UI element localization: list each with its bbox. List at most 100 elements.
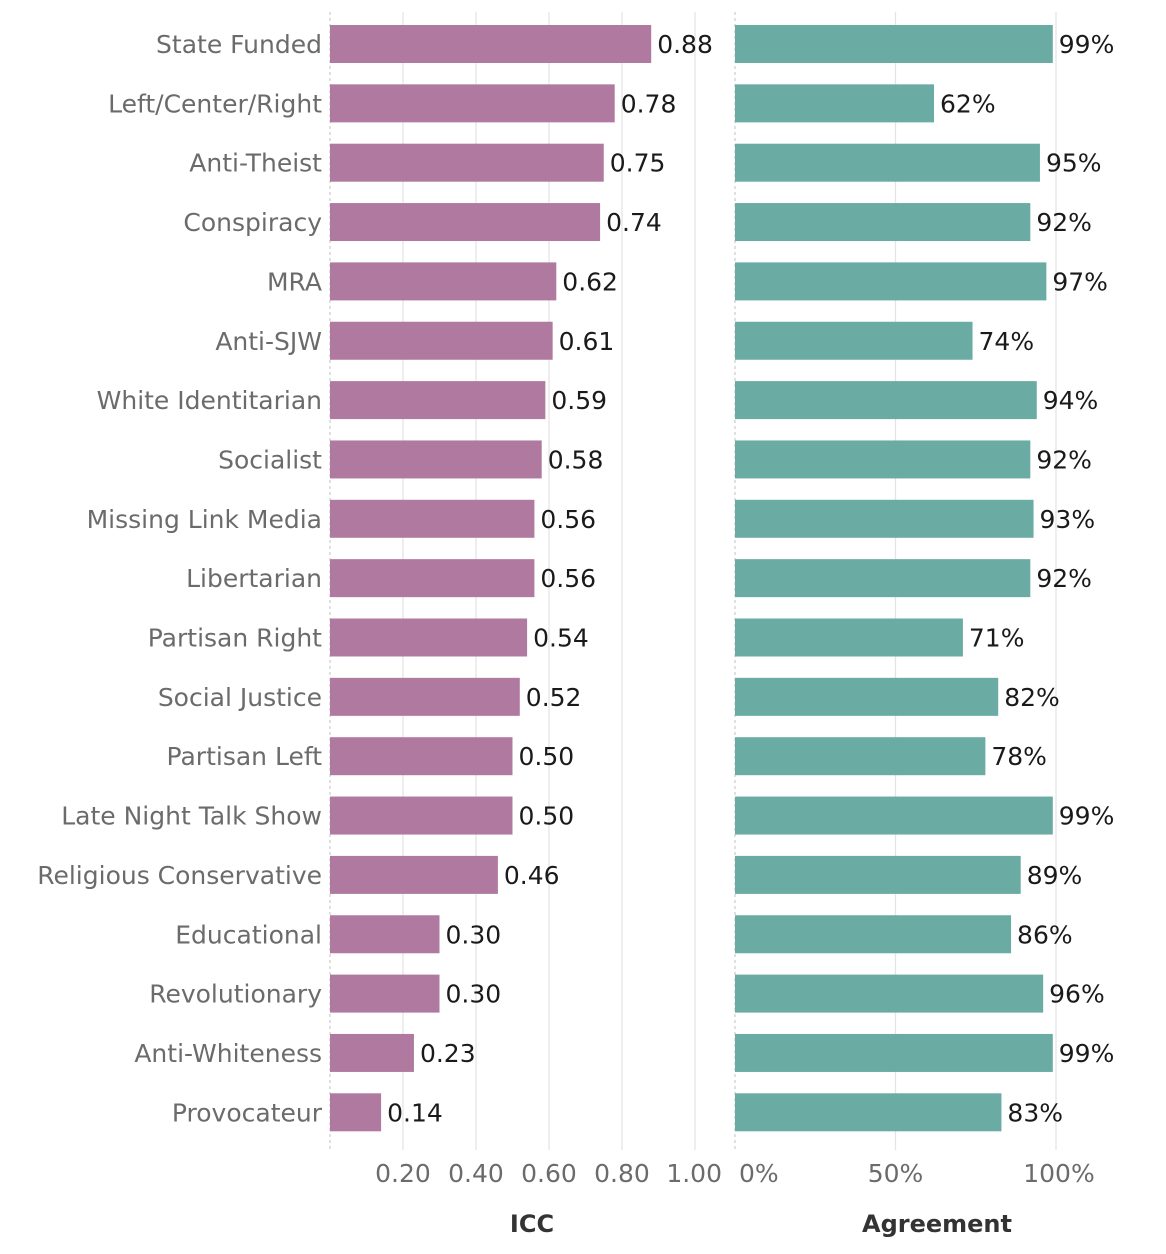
icc-bar-7 <box>330 440 542 479</box>
agreement-bar-3 <box>735 203 1031 242</box>
icc-value-label-2: 0.75 <box>610 149 666 178</box>
agreement-bar-11 <box>735 677 999 716</box>
agreement-value-label-1: 62% <box>940 89 996 118</box>
agreement-value-label-13: 99% <box>1059 802 1115 831</box>
category-label-0: State Funded <box>156 30 322 59</box>
icc-value-label-15: 0.30 <box>446 920 502 949</box>
agreement-tick-label-0: 0% <box>739 1159 779 1188</box>
agreement-value-label-12: 78% <box>991 742 1047 771</box>
icc-value-label-3: 0.74 <box>606 208 662 237</box>
agreement-value-label-10: 71% <box>969 624 1025 653</box>
icc-bar-16 <box>330 974 440 1013</box>
icc-value-label-18: 0.14 <box>387 1098 443 1127</box>
icc-value-label-11: 0.52 <box>526 683 582 712</box>
agreement-value-label-15: 86% <box>1017 920 1073 949</box>
category-label-13: Late Night Talk Show <box>61 802 322 831</box>
agreement-value-label-9: 92% <box>1036 564 1092 593</box>
category-label-11: Social Justice <box>158 683 322 712</box>
icc-bar-17 <box>330 1033 414 1072</box>
icc-value-label-10: 0.54 <box>533 624 589 653</box>
icc-tick-label-3: 0.80 <box>594 1159 650 1188</box>
agreement-tick-label-1: 50% <box>868 1159 924 1188</box>
icc-value-label-7: 0.58 <box>548 445 604 474</box>
category-label-16: Revolutionary <box>149 980 322 1009</box>
category-label-6: White Identitarian <box>97 386 322 415</box>
agreement-bar-1 <box>735 84 935 123</box>
agreement-bar-5 <box>735 321 973 360</box>
icc-value-label-9: 0.56 <box>540 564 596 593</box>
agreement-value-label-7: 92% <box>1036 445 1092 474</box>
agreement-value-label-16: 96% <box>1049 980 1105 1009</box>
icc-bar-15 <box>330 915 440 954</box>
agreement-bar-9 <box>735 559 1031 598</box>
agreement-bar-2 <box>735 143 1040 182</box>
agreement-value-label-3: 92% <box>1036 208 1092 237</box>
category-label-12: Partisan Left <box>167 742 323 771</box>
category-label-3: Conspiracy <box>183 208 322 237</box>
icc-value-label-16: 0.30 <box>446 980 502 1009</box>
category-label-17: Anti-Whiteness <box>134 1039 322 1068</box>
icc-value-label-1: 0.78 <box>621 89 677 118</box>
agreement-value-label-14: 89% <box>1027 861 1083 890</box>
agreement-value-label-4: 97% <box>1052 267 1108 296</box>
category-label-1: Left/Center/Right <box>108 89 322 118</box>
icc-bar-14 <box>330 855 498 894</box>
agreement-tick-label-2: 100% <box>1023 1159 1094 1188</box>
icc-bar-3 <box>330 203 601 242</box>
icc-bar-10 <box>330 618 528 657</box>
icc-bar-12 <box>330 737 513 776</box>
agreement-bar-8 <box>735 499 1034 538</box>
icc-bar-8 <box>330 499 535 538</box>
category-label-10: Partisan Right <box>148 624 322 653</box>
category-label-18: Provocateur <box>172 1098 323 1127</box>
agreement-bar-4 <box>735 262 1047 301</box>
agreement-bar-18 <box>735 1093 1002 1132</box>
icc-value-label-14: 0.46 <box>504 861 560 890</box>
icc-value-label-5: 0.61 <box>559 327 615 356</box>
agreement-axis-title: Agreement <box>862 1210 1012 1238</box>
agreement-bar-17 <box>735 1033 1053 1072</box>
icc-tick-label-4: 1.00 <box>666 1159 722 1188</box>
icc-bar-5 <box>330 321 553 360</box>
agreement-value-label-18: 83% <box>1007 1098 1063 1127</box>
icc-value-label-13: 0.50 <box>519 802 575 831</box>
icc-bar-2 <box>330 143 604 182</box>
agreement-bar-6 <box>735 381 1037 420</box>
agreement-value-label-0: 99% <box>1059 30 1115 59</box>
category-label-7: Socialist <box>218 445 322 474</box>
icc-bar-11 <box>330 677 520 716</box>
agreement-value-label-2: 95% <box>1046 149 1102 178</box>
icc-value-label-12: 0.50 <box>519 742 575 771</box>
icc-axis-title: ICC <box>510 1210 554 1238</box>
agreement-bar-10 <box>735 618 963 657</box>
category-label-5: Anti-SJW <box>215 327 322 356</box>
icc-value-label-6: 0.59 <box>551 386 607 415</box>
agreement-bar-7 <box>735 440 1031 479</box>
category-label-2: Anti-Theist <box>189 149 322 178</box>
agreement-bar-0 <box>735 25 1053 63</box>
agreement-value-label-6: 94% <box>1043 386 1099 415</box>
icc-bar-1 <box>330 84 615 123</box>
icc-value-label-8: 0.56 <box>540 505 596 534</box>
category-label-15: Educational <box>175 920 322 949</box>
agreement-bar-15 <box>735 915 1012 954</box>
agreement-value-label-11: 82% <box>1004 683 1060 712</box>
icc-bar-4 <box>330 262 557 301</box>
icc-bar-13 <box>330 796 513 835</box>
agreement-bar-14 <box>735 855 1021 894</box>
agreement-bar-16 <box>735 974 1044 1013</box>
icc-value-label-4: 0.62 <box>562 267 618 296</box>
icc-value-label-17: 0.23 <box>420 1039 476 1068</box>
icc-bar-0 <box>330 25 652 63</box>
category-label-8: Missing Link Media <box>87 505 322 534</box>
agreement-value-label-5: 74% <box>979 327 1035 356</box>
icc-tick-label-0: 0.20 <box>375 1159 431 1188</box>
agreement-bar-13 <box>735 796 1053 835</box>
icc-bar-9 <box>330 559 535 598</box>
category-label-14: Religious Conservative <box>37 861 322 890</box>
agreement-value-label-8: 93% <box>1040 505 1096 534</box>
agreement-bar-12 <box>735 737 986 776</box>
category-label-4: MRA <box>267 267 322 296</box>
